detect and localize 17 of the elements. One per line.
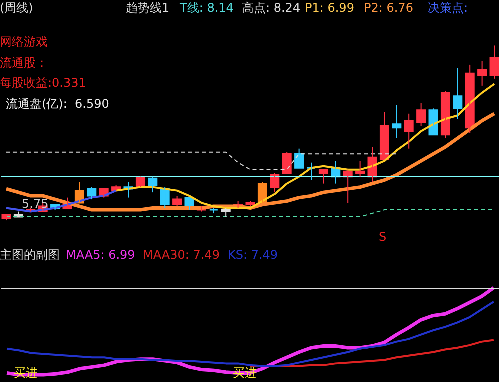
- text: KS: 7.49: [228, 248, 278, 262]
- annotation: 流通股：: [0, 56, 48, 70]
- text: S: [379, 230, 387, 244]
- text: P1: 6.99: [305, 1, 354, 15]
- annotation: 5.75: [22, 197, 49, 211]
- annotation: 每股收益:0.331: [0, 76, 86, 90]
- text: 高点: 8.24: [242, 1, 301, 15]
- text: P2: 6.76: [364, 1, 414, 15]
- text: T线: 8.14: [180, 1, 234, 15]
- annotation: 网络游戏: [0, 35, 48, 49]
- annotation: 流通盘(亿): 6.590: [6, 97, 110, 111]
- text: 决策点:: [428, 1, 468, 15]
- chart-title: (周线): [0, 1, 34, 15]
- text: MAA5: 6.99: [66, 248, 136, 262]
- text: MAA30: 7.49: [143, 248, 220, 262]
- text: 趋势线1: [126, 1, 170, 15]
- chart-title: 主图的副图: [0, 248, 60, 262]
